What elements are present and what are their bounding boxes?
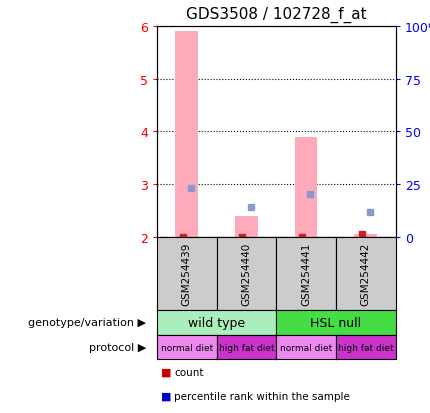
Text: ■: ■: [161, 391, 172, 401]
Text: GSM254441: GSM254441: [301, 242, 311, 305]
Text: high fat diet: high fat diet: [338, 343, 393, 352]
Text: normal diet: normal diet: [161, 343, 213, 352]
Text: HSL null: HSL null: [310, 316, 362, 329]
Text: GSM254439: GSM254439: [182, 242, 192, 305]
Text: wild type: wild type: [188, 316, 245, 329]
Text: GSM254440: GSM254440: [241, 242, 252, 305]
Text: GSM254442: GSM254442: [361, 242, 371, 305]
Text: ■: ■: [161, 367, 172, 377]
Text: normal diet: normal diet: [280, 343, 332, 352]
Bar: [295, 138, 317, 237]
Text: protocol ▶: protocol ▶: [89, 342, 146, 352]
Text: count: count: [174, 367, 204, 377]
Title: GDS3508 / 102728_f_at: GDS3508 / 102728_f_at: [186, 7, 367, 23]
Bar: [175, 32, 198, 237]
Text: percentile rank within the sample: percentile rank within the sample: [174, 391, 350, 401]
Bar: [235, 216, 258, 237]
Text: high fat diet: high fat diet: [218, 343, 274, 352]
Text: genotype/variation ▶: genotype/variation ▶: [28, 318, 146, 328]
Bar: [354, 235, 377, 237]
